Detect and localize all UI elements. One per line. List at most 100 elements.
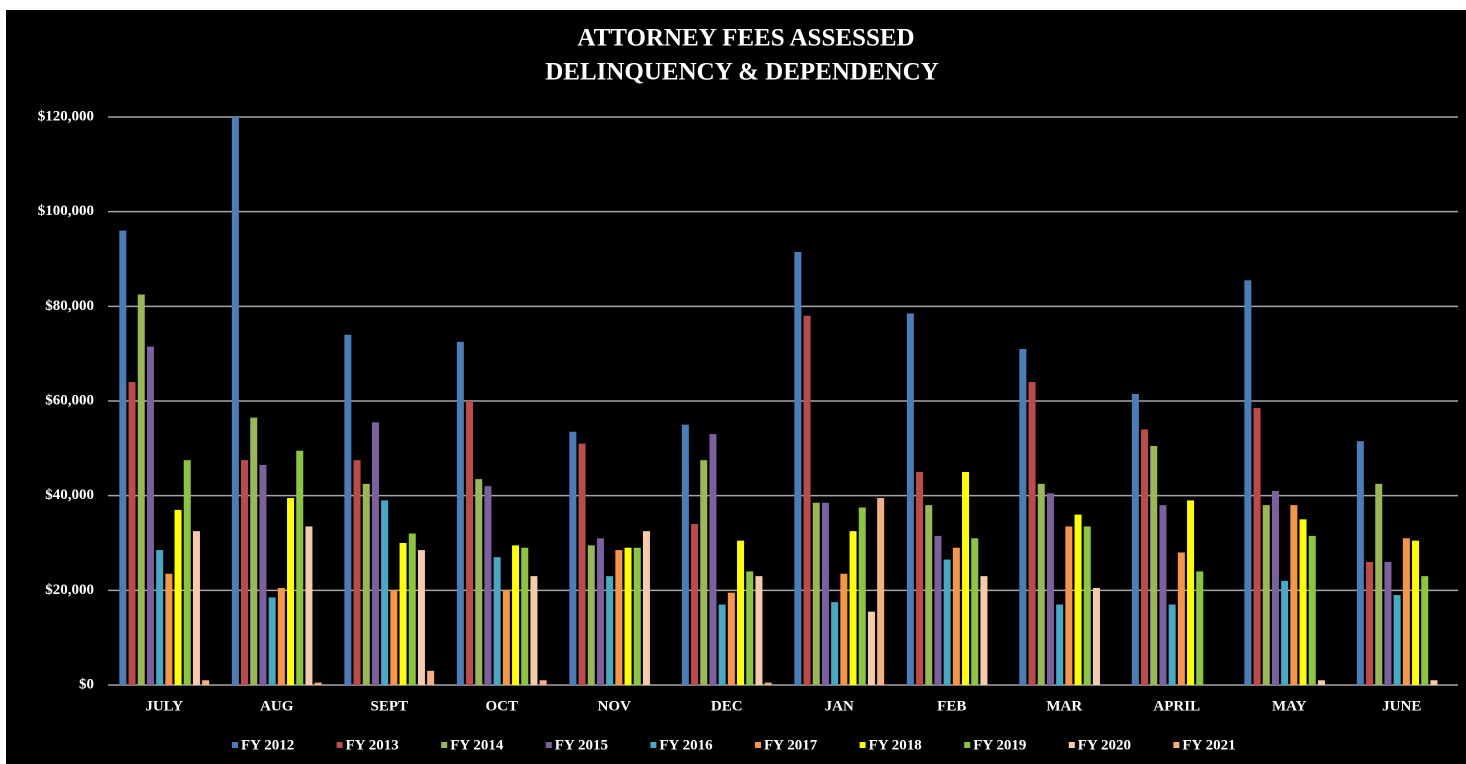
bar (146, 346, 154, 685)
bar (858, 507, 866, 685)
bar (831, 602, 839, 685)
bar (1244, 280, 1252, 685)
bar (1430, 680, 1438, 685)
bar (381, 500, 389, 685)
bar (408, 533, 416, 685)
y-tick-label: $20,000 (45, 582, 94, 598)
bar (268, 597, 276, 685)
bar (642, 531, 650, 685)
x-tick-label: OCT (485, 698, 518, 714)
x-tick-label: NOV (598, 698, 632, 714)
bar (727, 592, 735, 685)
bar (1375, 483, 1383, 685)
bar (812, 502, 820, 685)
bar (1056, 604, 1064, 685)
bar (1092, 587, 1100, 685)
legend-label: FY 2020 (1078, 737, 1131, 753)
legend-label: FY 2019 (973, 737, 1026, 753)
bar (821, 502, 829, 685)
bar (1083, 526, 1091, 685)
legend-marker (755, 742, 761, 748)
bar (971, 538, 979, 685)
legend-label: FY 2013 (346, 737, 399, 753)
bar (980, 576, 988, 685)
chart-subtitle: DELINQUENCY & DEPENDENCY (545, 59, 939, 86)
bar (1037, 483, 1045, 685)
bar (578, 443, 586, 685)
bar (259, 464, 267, 685)
bar (1177, 552, 1185, 685)
bar (475, 479, 483, 685)
y-tick-label: $80,000 (45, 298, 94, 314)
bar (399, 543, 407, 685)
bar (1308, 535, 1316, 685)
x-tick-label: APRIL (1153, 698, 1200, 714)
bar (709, 434, 717, 685)
bar (314, 682, 322, 685)
bar (1196, 571, 1204, 685)
legend-marker (1068, 742, 1075, 748)
bar (1299, 519, 1307, 685)
bar (1187, 500, 1195, 685)
bar (1141, 429, 1149, 685)
legend-marker (441, 742, 448, 748)
bar (596, 538, 604, 685)
bar (521, 547, 529, 685)
legend-marker (336, 742, 343, 748)
bar (202, 680, 210, 685)
background (6, 10, 1466, 764)
bar (137, 294, 145, 685)
bar (1412, 540, 1420, 685)
y-tick-label: $0 (79, 676, 94, 692)
bar (1131, 393, 1139, 685)
bar (1393, 595, 1401, 685)
bar (119, 230, 127, 685)
x-tick-label: MAR (1046, 698, 1082, 714)
bar (737, 540, 745, 685)
bar (700, 460, 708, 685)
bar (849, 531, 857, 685)
bar (183, 460, 191, 685)
bar (906, 313, 914, 685)
bar (1281, 580, 1289, 685)
bar (231, 117, 239, 685)
legend-marker (232, 742, 238, 748)
bar (512, 545, 520, 685)
bar (877, 498, 885, 685)
bar (755, 576, 763, 685)
bar (1271, 490, 1279, 685)
legend-label: FY 2015 (555, 737, 608, 753)
bar (794, 251, 802, 685)
x-tick-label: SEPT (370, 698, 408, 714)
bar (587, 545, 595, 685)
bar (1290, 505, 1298, 685)
chart-title: ATTORNEY FEES ASSESSED (577, 25, 914, 52)
bar (241, 460, 249, 685)
bar (1366, 561, 1374, 685)
bar (1262, 505, 1270, 685)
y-tick-label: $100,000 (38, 203, 94, 219)
bar (128, 382, 136, 685)
x-tick-label: MAY (1272, 698, 1307, 714)
bar (165, 573, 173, 685)
bar (539, 680, 547, 685)
bar (427, 670, 435, 685)
bar (1065, 526, 1073, 685)
bar (840, 573, 848, 685)
bar (1168, 604, 1176, 685)
bar (156, 550, 164, 685)
bar (1356, 441, 1364, 685)
x-tick-label: FEB (937, 698, 966, 714)
bar (569, 431, 577, 685)
bar (296, 450, 304, 685)
bar (1384, 561, 1392, 685)
bar (530, 576, 538, 685)
bar (174, 509, 182, 685)
bar (1421, 576, 1429, 685)
bar (305, 526, 313, 685)
bar (867, 611, 875, 685)
bar (466, 401, 474, 685)
bar (1253, 408, 1261, 685)
legend-label: FY 2014 (450, 737, 504, 753)
bar (962, 472, 970, 685)
